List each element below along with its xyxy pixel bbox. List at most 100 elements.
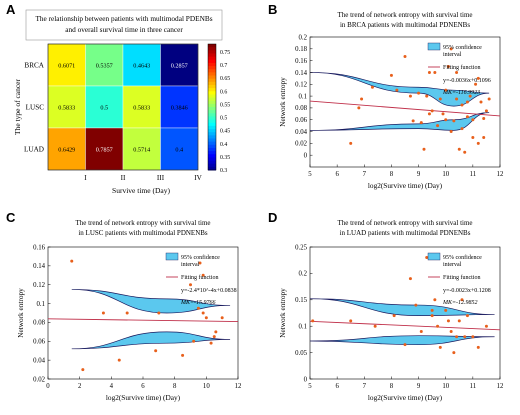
data-point	[311, 319, 315, 323]
data-point	[220, 316, 224, 320]
x-axis-label: log2(Survive time) (Day)	[368, 393, 443, 402]
legend-fit-label: Fitting function	[443, 64, 481, 71]
data-point	[419, 121, 423, 125]
x-tick-label: 8	[173, 383, 177, 390]
data-point	[70, 259, 74, 263]
y-tick-label: 0.06	[33, 339, 45, 346]
cell-value-label: 0.5357	[96, 63, 113, 70]
colorbar-segment	[208, 147, 216, 152]
x-tick-label: 12	[497, 383, 504, 390]
x-tick-label: 5	[308, 171, 312, 178]
x-tick-label: 6	[335, 171, 339, 178]
y-tick-label: 0.1	[37, 301, 46, 308]
data-point	[422, 147, 426, 151]
data-point	[204, 316, 208, 320]
x-axis-label: Survive time (Day)	[112, 186, 170, 195]
colorbar-segment	[208, 113, 216, 117]
data-point	[392, 314, 396, 318]
y-tick-label: 0.02	[295, 141, 307, 148]
colorbar-segment	[208, 84, 216, 89]
data-point	[452, 351, 456, 355]
data-point	[198, 261, 202, 265]
data-point	[189, 283, 192, 287]
legend-mk: MK=-12.9852	[442, 300, 478, 306]
data-point	[460, 127, 464, 131]
colorbar-segment	[208, 166, 216, 171]
data-point	[444, 308, 448, 312]
y-axis-label: Network entropy	[16, 288, 25, 338]
colorbar-segment	[208, 141, 216, 146]
cell-value-label: 0.5833	[58, 105, 75, 112]
legend-ci-swatch	[165, 252, 179, 261]
scatter-chart-brca: The trend of network entropy with surviv…	[278, 11, 504, 190]
chart-title-line: The trend of network entropy with surviv…	[337, 11, 472, 19]
colorbar-tick-label: 0.75	[220, 50, 230, 56]
data-point	[465, 314, 469, 318]
colorbar-segment	[208, 88, 216, 92]
cell-value-label: 0.5833	[133, 105, 150, 112]
data-point	[476, 141, 480, 145]
colorbar-segment	[208, 78, 216, 83]
legend-ci-label: 95% confidence	[443, 254, 482, 261]
data-point	[449, 130, 453, 134]
x-tick-label: 10	[203, 383, 210, 390]
colorbar-segment	[208, 138, 216, 143]
colorbar-segment	[208, 94, 216, 99]
panel-letter-d: D	[268, 210, 278, 225]
legend-ci-label: 95% confidence	[181, 254, 220, 261]
colorbar-segment	[208, 163, 216, 168]
data-point	[479, 100, 483, 104]
colorbar-segment	[208, 75, 216, 80]
data-point	[457, 319, 461, 323]
heatmap-cell	[47, 127, 86, 171]
y-axis-label: Network entropy	[278, 288, 287, 338]
legend-equation: y=-0.0023x+0.1208	[443, 288, 491, 294]
cell-value-label: 0.7857	[96, 147, 113, 154]
panel-d: D The trend of network entropy with surv…	[260, 208, 520, 415]
y-tick-label: 0.14	[295, 70, 307, 77]
colorbar-segment	[208, 129, 216, 133]
y-tick-label: 0.15	[295, 297, 307, 304]
legend-ci-label-2: interval	[443, 52, 462, 58]
colorbar-segment	[208, 107, 216, 111]
data-point	[484, 109, 488, 113]
data-point	[482, 117, 486, 121]
colorbar-segment	[208, 135, 216, 139]
chart-title-line: The trend of network entropy with surviv…	[337, 219, 472, 227]
colorbar-segment	[208, 122, 216, 127]
legend-mk: MK=-116.9923	[442, 90, 480, 96]
data-point	[196, 306, 200, 310]
data-point	[463, 150, 467, 154]
y-tick-label: 0.18	[295, 46, 307, 53]
x-tick-label: 7	[363, 383, 367, 390]
data-point	[357, 106, 361, 110]
cell-value-label: 0.6429	[58, 147, 75, 154]
data-point	[209, 341, 213, 345]
colorbar-tick-label: 0.55	[220, 102, 230, 108]
colorbar-segment	[208, 151, 216, 155]
data-point	[476, 345, 480, 349]
chart-title-line: in LUAD patients with multimodal PDNENBs	[340, 229, 471, 237]
y-tick-label: 0.05	[295, 350, 307, 357]
data-point	[101, 311, 105, 315]
y-category-label: LUAD	[24, 146, 44, 154]
y-tick-label: 0.2	[299, 34, 308, 41]
data-point	[474, 82, 478, 86]
heatmap-cell	[85, 127, 124, 171]
legend-fit-label: Fitting function	[443, 274, 481, 281]
colorbar-tick-label: 0.6	[220, 89, 227, 95]
chart-title-line: and overall survival time in three cance…	[65, 25, 183, 34]
data-point	[157, 311, 161, 315]
data-point	[457, 147, 461, 151]
colorbar-segment	[208, 97, 216, 102]
data-point	[455, 97, 459, 101]
data-point	[81, 368, 85, 372]
colorbar-tick-label: 0.35	[220, 155, 230, 161]
x-tick-label: 10	[442, 171, 449, 178]
y-tick-label: 0.02	[33, 376, 45, 383]
y-category-label: BRCA	[24, 62, 44, 70]
y-tick-label: 0.1	[299, 93, 308, 100]
colorbar-segment	[208, 47, 216, 51]
legend-ci-swatch	[427, 252, 441, 261]
data-point	[465, 100, 469, 104]
